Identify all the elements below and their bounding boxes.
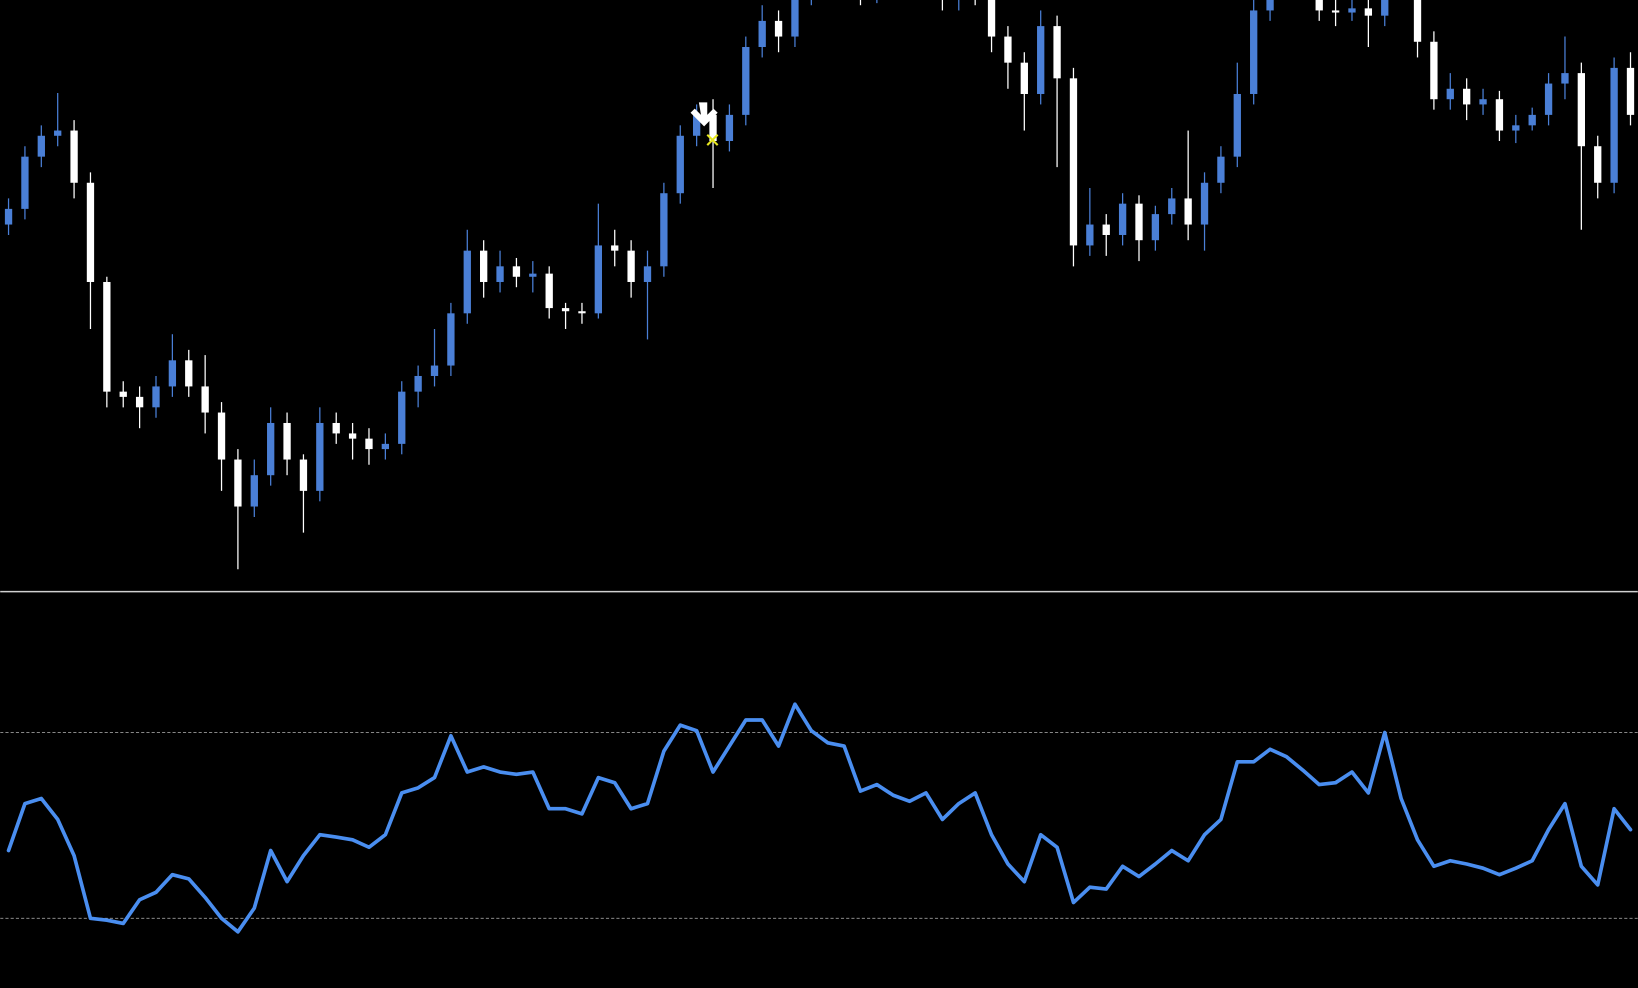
candle-body xyxy=(250,475,258,507)
candle-body xyxy=(414,375,422,392)
candle-body xyxy=(135,396,144,408)
candle-body xyxy=(1610,67,1618,183)
candle-body xyxy=(1364,8,1373,16)
candle-body xyxy=(168,360,177,387)
candle-body xyxy=(692,114,701,136)
candle-body xyxy=(1594,146,1602,183)
candle-body xyxy=(54,130,62,136)
candle-body xyxy=(86,182,95,282)
candle-body xyxy=(283,422,291,460)
candle-body xyxy=(1463,88,1471,105)
price-panel xyxy=(4,0,1635,570)
candle-body xyxy=(1544,83,1553,115)
candle-body xyxy=(1626,67,1635,115)
candle-body xyxy=(627,250,635,282)
candle-body xyxy=(299,459,308,491)
candle-body xyxy=(1004,36,1012,63)
candle-body xyxy=(316,422,324,491)
candle-body xyxy=(1233,93,1241,157)
candle-body xyxy=(545,273,553,309)
candle-body xyxy=(578,311,586,314)
candle-body xyxy=(1413,0,1422,42)
candle-body xyxy=(1446,88,1454,100)
candle-body xyxy=(1086,224,1094,246)
arrow-icon xyxy=(690,102,718,127)
candle-body xyxy=(1561,73,1569,84)
candle-body xyxy=(381,443,390,450)
candle-body xyxy=(1577,73,1586,147)
candle-body xyxy=(1200,182,1209,225)
candle-body xyxy=(348,433,357,439)
candle-body xyxy=(1512,125,1520,131)
candle-body xyxy=(1348,8,1356,13)
candle-body xyxy=(1479,99,1487,105)
candle-body xyxy=(103,281,111,392)
close-marker xyxy=(706,133,719,146)
oscillator-panel xyxy=(0,702,1638,934)
candle-body xyxy=(1495,99,1504,131)
candle-body xyxy=(1069,78,1078,246)
candle-body xyxy=(774,20,783,37)
candle-body xyxy=(1118,203,1127,235)
candle-body xyxy=(234,459,242,507)
candle-body xyxy=(37,135,45,157)
candle-body xyxy=(660,193,668,267)
candle-body xyxy=(496,266,504,282)
candle-body xyxy=(480,250,488,282)
candle-body xyxy=(742,46,750,115)
candle-body xyxy=(1217,156,1225,183)
candle-body xyxy=(185,360,193,387)
candle-body xyxy=(1528,114,1536,126)
oscillator-line xyxy=(6,702,1633,934)
candle-body xyxy=(1250,10,1258,94)
candle-body xyxy=(1168,198,1176,215)
candle-body xyxy=(267,422,275,476)
candle-body xyxy=(791,0,799,37)
candle-body xyxy=(1020,62,1028,94)
candle-body xyxy=(594,245,603,314)
candle-body xyxy=(1135,203,1143,241)
candle-body xyxy=(1430,41,1438,100)
candle-body xyxy=(529,273,537,277)
candle-body xyxy=(1102,224,1110,235)
candle-body xyxy=(365,438,373,450)
candle-body xyxy=(430,365,439,376)
candle-body xyxy=(1151,214,1160,241)
candle-body xyxy=(643,266,652,282)
candle-body xyxy=(709,114,717,141)
candle-body xyxy=(512,266,521,277)
candle-body xyxy=(463,250,471,314)
candle-body xyxy=(21,156,29,209)
candle-body xyxy=(611,245,619,251)
candle-body xyxy=(1315,0,1323,11)
trade-arrow xyxy=(690,102,719,146)
candle-body xyxy=(561,308,570,312)
candle-body xyxy=(4,208,13,225)
candle-body xyxy=(152,386,160,408)
candle-body xyxy=(119,391,127,397)
candle-body xyxy=(1381,0,1389,16)
candle-body xyxy=(1184,198,1192,225)
candle-body xyxy=(217,412,226,460)
candle-body xyxy=(201,386,209,413)
candle-body xyxy=(987,0,996,37)
candle-body xyxy=(447,313,455,366)
candle-body xyxy=(398,391,406,444)
candle-body xyxy=(332,422,340,434)
candle-body xyxy=(1266,0,1274,11)
candle-body xyxy=(676,135,684,194)
candle-body xyxy=(725,114,734,141)
candle-body xyxy=(1331,10,1340,13)
candle-body xyxy=(758,20,766,47)
candle-body xyxy=(1053,26,1061,79)
candle-body xyxy=(70,130,78,183)
candle-body xyxy=(1037,26,1045,94)
